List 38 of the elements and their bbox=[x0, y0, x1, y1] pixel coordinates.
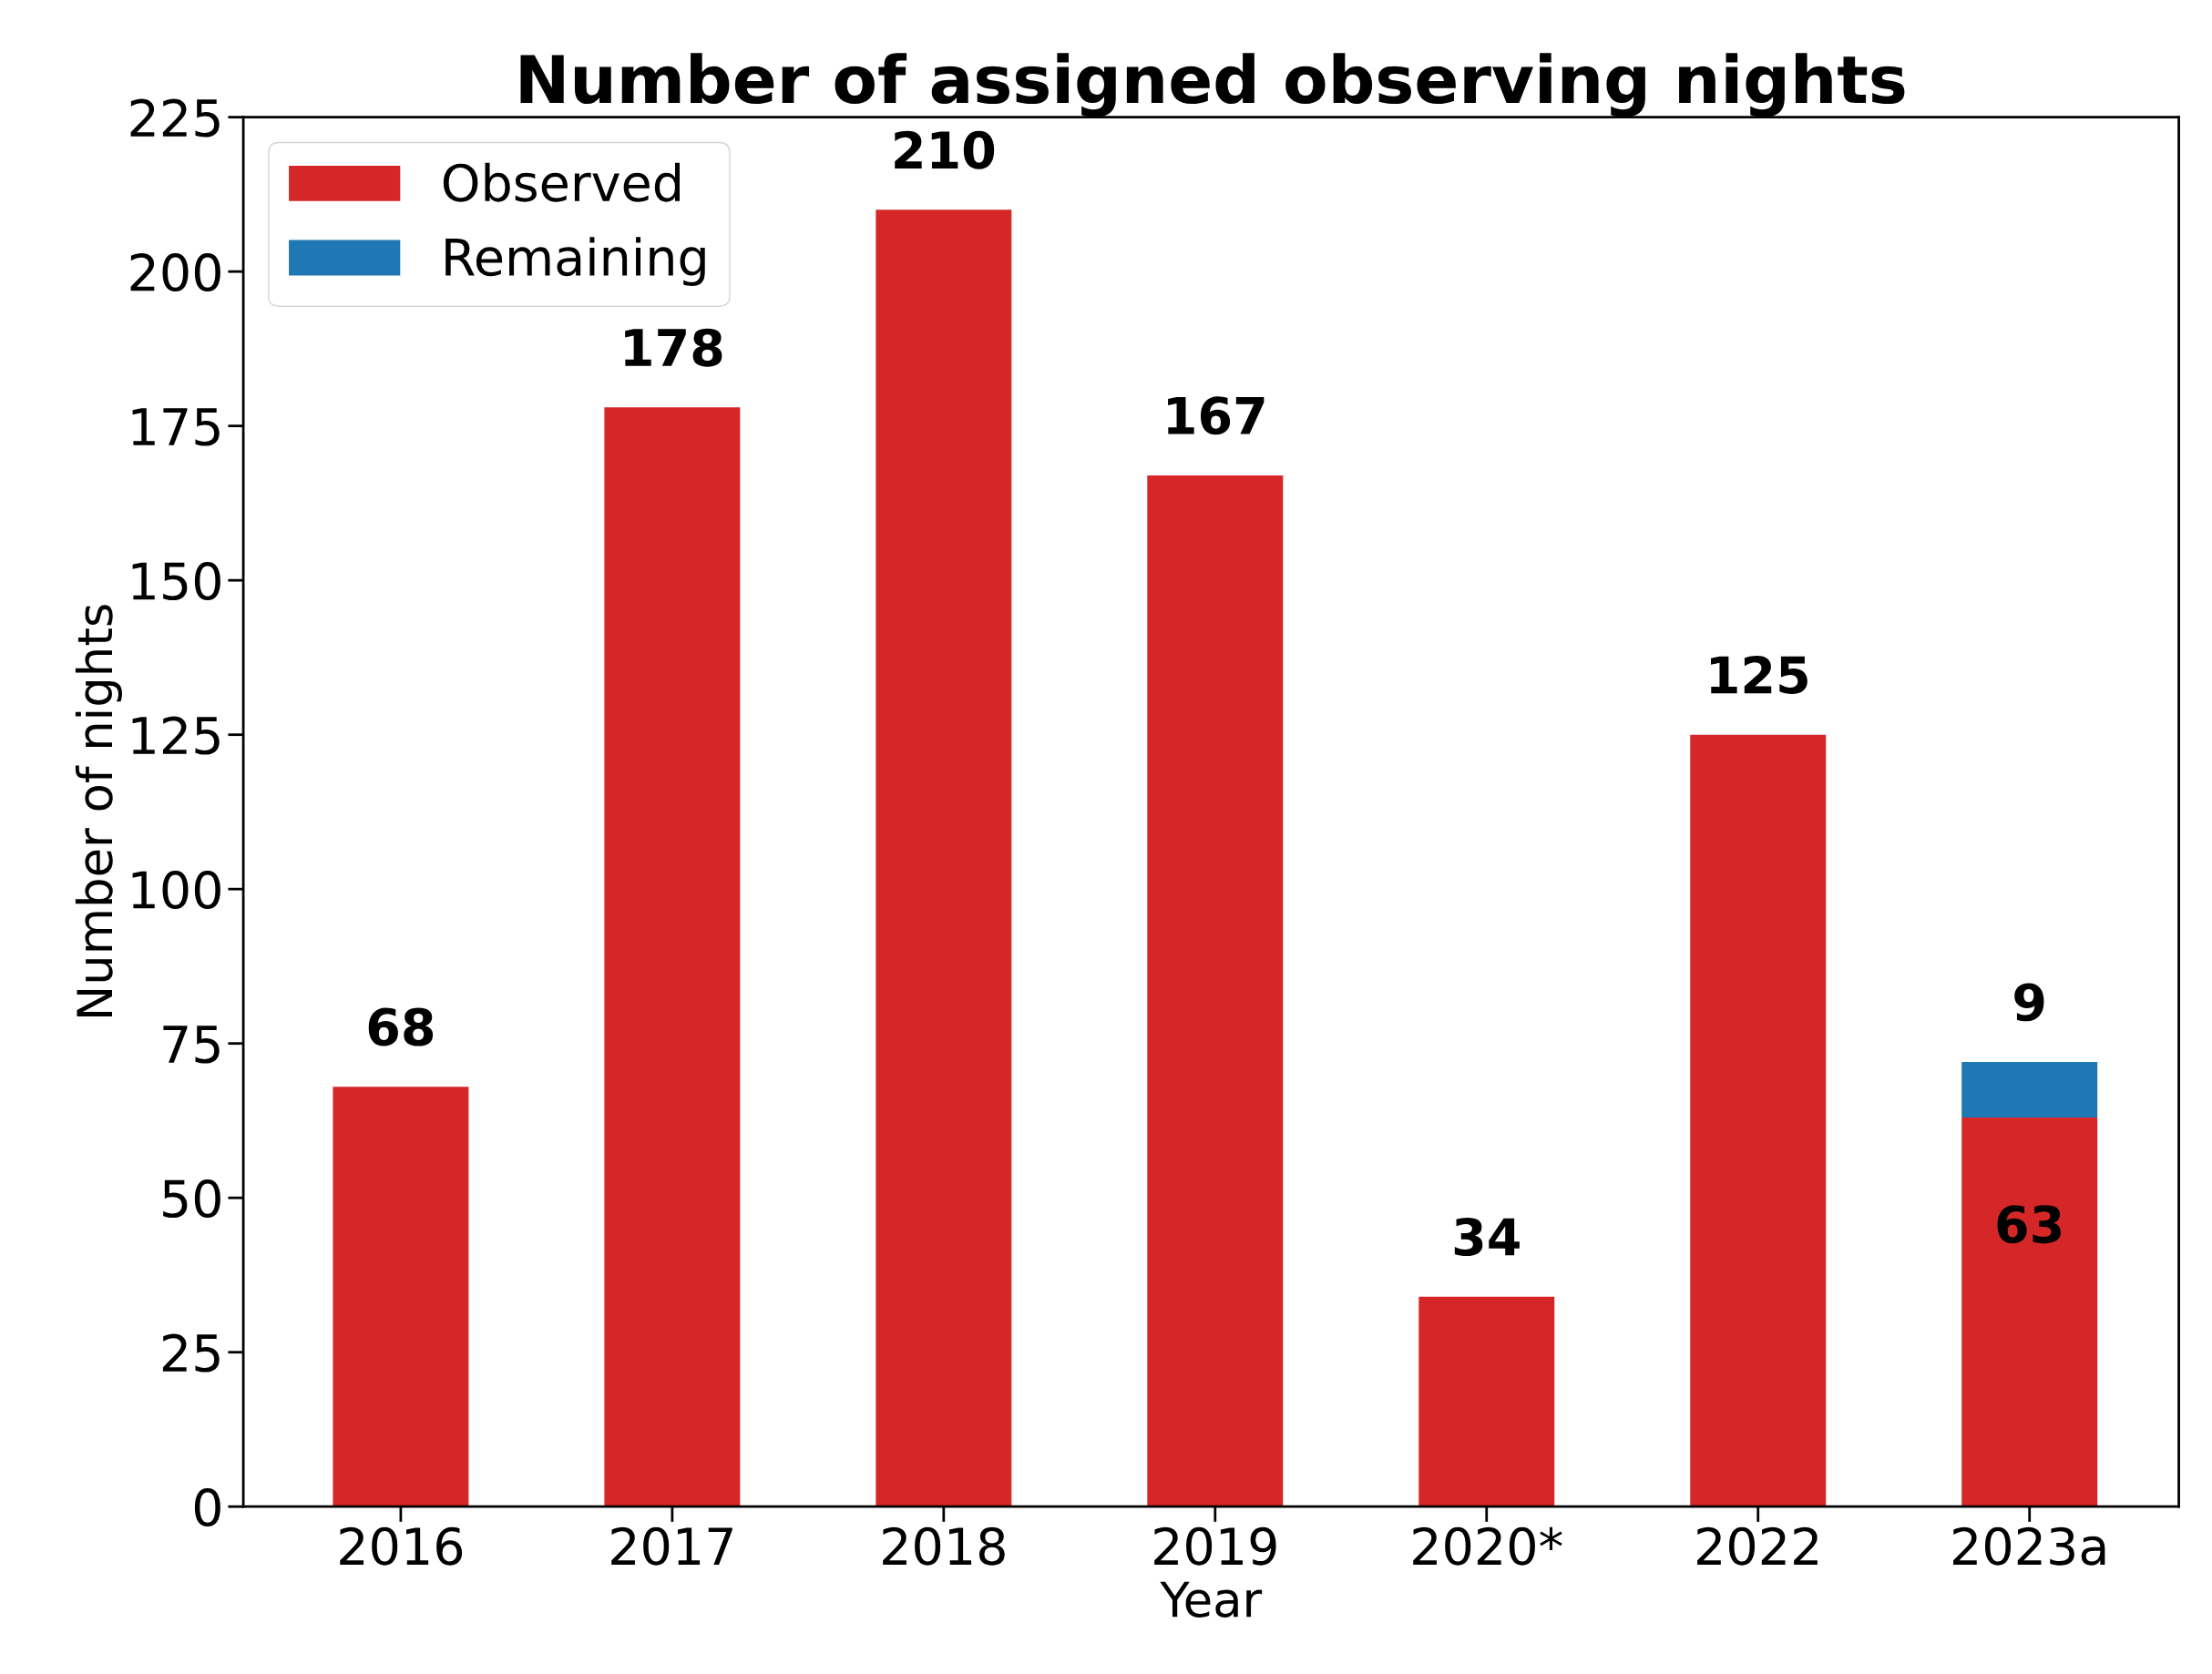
bar bbox=[1418, 1296, 1555, 1507]
x-tick-label: 2018 bbox=[883, 1526, 1005, 1566]
y-tick-label: 200 bbox=[130, 253, 220, 292]
data-label: 210 bbox=[895, 130, 995, 169]
y-tick-label: 100 bbox=[132, 871, 220, 910]
data-label: 167 bbox=[1168, 396, 1265, 435]
bar bbox=[876, 209, 1012, 1507]
x-tick-label: 2023a bbox=[1953, 1526, 2105, 1566]
bar bbox=[604, 407, 741, 1507]
bar bbox=[1961, 1062, 2098, 1118]
x-tick-label: 2016 bbox=[340, 1526, 463, 1566]
data-label: 178 bbox=[625, 328, 722, 367]
x-axis-title: Year bbox=[1160, 1581, 1263, 1618]
y-tick-label: 75 bbox=[163, 1026, 220, 1064]
data-label: 125 bbox=[1711, 655, 1807, 695]
y-tick-label: 125 bbox=[132, 716, 220, 755]
data-label: 63 bbox=[1997, 1205, 2061, 1244]
data-label: 9 bbox=[2014, 983, 2044, 1022]
legend-label: Observed bbox=[443, 162, 680, 202]
bar bbox=[1961, 1118, 2098, 1507]
x-tick-label: 2022 bbox=[1697, 1526, 1818, 1566]
y-tick-label: 150 bbox=[132, 562, 220, 601]
x-tick-label: 2019 bbox=[1154, 1526, 1276, 1566]
data-label: 68 bbox=[368, 1007, 434, 1046]
y-axis-title: Number of nights bbox=[75, 605, 122, 1017]
bar bbox=[333, 1087, 469, 1507]
y-tick-label: 25 bbox=[162, 1333, 220, 1373]
x-tick-label: 2020* bbox=[1413, 1526, 1562, 1566]
x-tick-label: 2017 bbox=[611, 1526, 732, 1566]
y-tick-label: 0 bbox=[194, 1488, 220, 1527]
bar bbox=[1147, 475, 1284, 1507]
legend-label: Remaining bbox=[445, 237, 705, 286]
y-tick-label: 225 bbox=[130, 98, 220, 138]
y-tick-label: 50 bbox=[163, 1179, 220, 1219]
y-tick-label: 175 bbox=[132, 408, 220, 446]
chart-title: Number of assigned observing nights bbox=[520, 53, 1905, 117]
bar bbox=[1690, 734, 1827, 1507]
data-label: 34 bbox=[1454, 1217, 1520, 1257]
